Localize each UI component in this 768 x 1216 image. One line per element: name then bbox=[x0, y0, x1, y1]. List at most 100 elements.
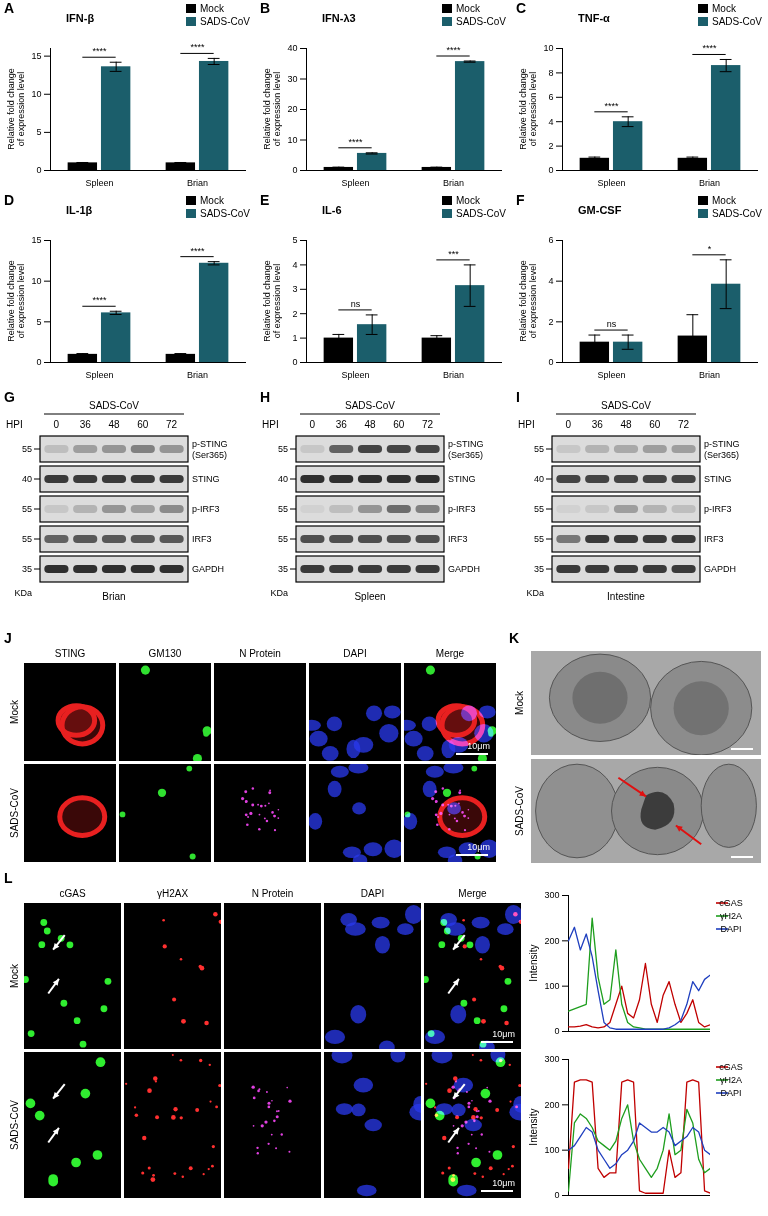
svg-text:4: 4 bbox=[548, 117, 553, 127]
svg-text:HPI: HPI bbox=[6, 419, 23, 430]
svg-text:Intensity: Intensity bbox=[528, 1108, 539, 1145]
svg-text:STING: STING bbox=[192, 474, 220, 484]
svg-text:STING: STING bbox=[55, 648, 86, 659]
svg-text:p-IRF3: p-IRF3 bbox=[192, 504, 220, 514]
svg-text:6: 6 bbox=[548, 92, 553, 102]
svg-text:****: **** bbox=[604, 101, 619, 111]
svg-text:0: 0 bbox=[292, 357, 297, 367]
svg-text:p-STING: p-STING bbox=[192, 439, 228, 449]
svg-text:Mock: Mock bbox=[9, 963, 20, 988]
svg-text:IRF3: IRF3 bbox=[192, 534, 212, 544]
svg-text:0: 0 bbox=[36, 165, 41, 175]
svg-text:Mock: Mock bbox=[514, 690, 525, 715]
svg-text:IRF3: IRF3 bbox=[704, 534, 724, 544]
svg-text:4: 4 bbox=[292, 260, 297, 270]
svg-text:35: 35 bbox=[278, 564, 288, 574]
svg-text:300: 300 bbox=[544, 1054, 559, 1064]
svg-text:DAPI: DAPI bbox=[343, 648, 366, 659]
svg-text:p-IRF3: p-IRF3 bbox=[704, 504, 732, 514]
svg-text:55: 55 bbox=[534, 504, 544, 514]
svg-text:KDa: KDa bbox=[14, 588, 32, 598]
svg-text:Relative fold changeof express: Relative fold changeof expression level bbox=[6, 68, 26, 150]
svg-text:30: 30 bbox=[287, 74, 297, 84]
svg-text:Spleen: Spleen bbox=[354, 591, 385, 602]
svg-text:(Ser365): (Ser365) bbox=[192, 450, 227, 460]
svg-text:0: 0 bbox=[310, 419, 316, 430]
svg-text:Spleen: Spleen bbox=[597, 178, 625, 188]
svg-text:J: J bbox=[4, 630, 12, 646]
svg-text:ns: ns bbox=[607, 319, 617, 329]
svg-text:8: 8 bbox=[548, 68, 553, 78]
svg-text:72: 72 bbox=[422, 419, 434, 430]
svg-text:35: 35 bbox=[22, 564, 32, 574]
svg-text:GAPDH: GAPDH bbox=[192, 564, 224, 574]
svg-text:cGAS: cGAS bbox=[719, 898, 743, 908]
svg-text:ns: ns bbox=[351, 299, 361, 309]
svg-text:Relative fold changeof express: Relative fold changeof expression level bbox=[262, 260, 282, 342]
svg-text:0: 0 bbox=[54, 419, 60, 430]
svg-text:36: 36 bbox=[336, 419, 348, 430]
svg-text:Merge: Merge bbox=[458, 888, 487, 899]
svg-text:SADS-CoV: SADS-CoV bbox=[9, 788, 20, 838]
svg-text:Relative fold changeof express: Relative fold changeof expression level bbox=[262, 68, 282, 150]
svg-text:55: 55 bbox=[22, 534, 32, 544]
svg-text:3: 3 bbox=[292, 284, 297, 294]
svg-text:6: 6 bbox=[548, 235, 553, 245]
svg-text:200: 200 bbox=[544, 1100, 559, 1110]
svg-text:10μm: 10μm bbox=[492, 1029, 515, 1039]
svg-text:15: 15 bbox=[31, 235, 41, 245]
svg-text:****: **** bbox=[446, 45, 461, 55]
svg-text:55: 55 bbox=[278, 504, 288, 514]
svg-text:100: 100 bbox=[544, 1145, 559, 1155]
svg-text:72: 72 bbox=[166, 419, 178, 430]
svg-text:35: 35 bbox=[534, 564, 544, 574]
svg-text:GM130: GM130 bbox=[149, 648, 182, 659]
svg-text:5: 5 bbox=[36, 127, 41, 137]
svg-text:Intensity: Intensity bbox=[528, 944, 539, 981]
svg-text:0: 0 bbox=[548, 165, 553, 175]
svg-text:40: 40 bbox=[534, 474, 544, 484]
svg-text:(Ser365): (Ser365) bbox=[704, 450, 739, 460]
svg-text:Spleen: Spleen bbox=[85, 370, 113, 380]
svg-text:48: 48 bbox=[620, 419, 632, 430]
svg-text:300: 300 bbox=[544, 890, 559, 900]
svg-text:STING: STING bbox=[448, 474, 476, 484]
svg-text:KDa: KDa bbox=[526, 588, 544, 598]
svg-text:2: 2 bbox=[292, 309, 297, 319]
svg-text:****: **** bbox=[190, 42, 205, 52]
svg-text:Brian: Brian bbox=[187, 178, 208, 188]
svg-text:55: 55 bbox=[278, 444, 288, 454]
svg-text:cGAS: cGAS bbox=[59, 888, 85, 899]
svg-text:SADS-CoV: SADS-CoV bbox=[89, 400, 139, 411]
svg-text:Spleen: Spleen bbox=[341, 370, 369, 380]
svg-text:L: L bbox=[4, 870, 13, 886]
svg-text:55: 55 bbox=[534, 444, 544, 454]
svg-text:Mock: Mock bbox=[9, 699, 20, 724]
svg-text:2: 2 bbox=[548, 317, 553, 327]
svg-text:10μm: 10μm bbox=[467, 741, 490, 751]
svg-text:****: **** bbox=[190, 246, 205, 256]
svg-text:p-STING: p-STING bbox=[448, 439, 484, 449]
svg-text:55: 55 bbox=[22, 444, 32, 454]
svg-text:10μm: 10μm bbox=[492, 1178, 515, 1188]
svg-text:100: 100 bbox=[544, 981, 559, 991]
svg-text:GAPDH: GAPDH bbox=[704, 564, 736, 574]
svg-text:60: 60 bbox=[137, 419, 149, 430]
svg-text:Spleen: Spleen bbox=[85, 178, 113, 188]
svg-text:200: 200 bbox=[544, 936, 559, 946]
svg-text:Brian: Brian bbox=[102, 591, 125, 602]
svg-text:5: 5 bbox=[292, 235, 297, 245]
svg-text:0: 0 bbox=[292, 165, 297, 175]
svg-text:10: 10 bbox=[287, 135, 297, 145]
svg-text:4: 4 bbox=[548, 276, 553, 286]
svg-text:****: **** bbox=[92, 295, 107, 305]
svg-text:Brian: Brian bbox=[187, 370, 208, 380]
svg-text:K: K bbox=[509, 630, 519, 646]
svg-text:48: 48 bbox=[364, 419, 376, 430]
svg-text:γH2A: γH2A bbox=[720, 911, 742, 921]
svg-text:0: 0 bbox=[554, 1190, 559, 1200]
svg-text:γH2A: γH2A bbox=[720, 1075, 742, 1085]
svg-text:SADS-CoV: SADS-CoV bbox=[9, 1100, 20, 1150]
svg-text:0: 0 bbox=[554, 1026, 559, 1036]
svg-text:*: * bbox=[708, 244, 712, 254]
